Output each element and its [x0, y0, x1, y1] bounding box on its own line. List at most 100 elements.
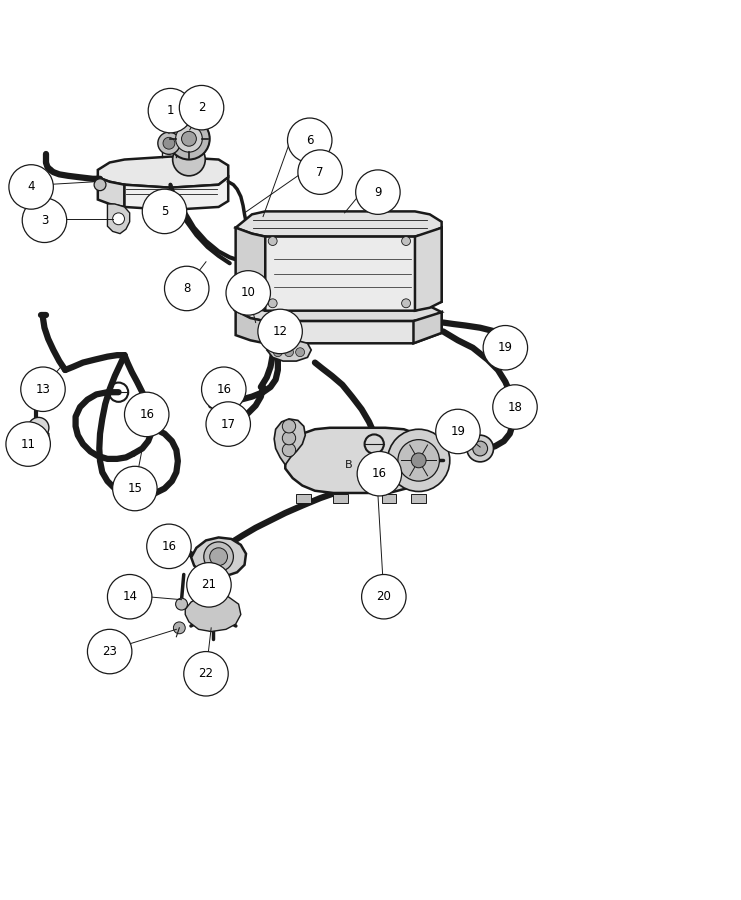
Polygon shape: [107, 204, 130, 234]
Circle shape: [483, 326, 528, 370]
Circle shape: [402, 237, 411, 246]
Polygon shape: [274, 418, 305, 464]
Text: 4: 4: [27, 180, 35, 194]
Circle shape: [6, 422, 50, 466]
Circle shape: [357, 452, 402, 496]
Circle shape: [9, 165, 53, 209]
Circle shape: [436, 410, 480, 454]
Circle shape: [124, 392, 169, 436]
Circle shape: [21, 367, 65, 411]
Circle shape: [147, 524, 191, 569]
Polygon shape: [236, 212, 442, 237]
Circle shape: [398, 439, 439, 482]
Circle shape: [282, 444, 296, 456]
Polygon shape: [185, 595, 241, 632]
Text: 8: 8: [183, 282, 190, 295]
Circle shape: [298, 150, 342, 194]
Circle shape: [268, 237, 277, 246]
Text: 16: 16: [162, 540, 176, 553]
Text: 13: 13: [36, 382, 50, 396]
Polygon shape: [191, 537, 246, 576]
Text: 14: 14: [122, 590, 137, 603]
Polygon shape: [28, 428, 49, 452]
Circle shape: [473, 441, 488, 456]
Circle shape: [282, 431, 296, 445]
Text: 3: 3: [41, 214, 48, 227]
Circle shape: [179, 86, 224, 130]
Circle shape: [493, 385, 537, 429]
Circle shape: [176, 598, 187, 610]
Circle shape: [388, 429, 450, 491]
Polygon shape: [333, 494, 348, 503]
Polygon shape: [267, 340, 311, 361]
Polygon shape: [98, 157, 228, 188]
Circle shape: [402, 299, 411, 308]
Text: 20: 20: [376, 590, 391, 603]
Polygon shape: [98, 177, 124, 207]
Circle shape: [411, 453, 426, 468]
Circle shape: [296, 347, 305, 356]
Text: B: B: [345, 460, 352, 470]
Text: 7: 7: [316, 166, 324, 178]
Circle shape: [226, 271, 270, 315]
Polygon shape: [285, 428, 428, 493]
Polygon shape: [236, 302, 442, 321]
Circle shape: [182, 131, 196, 146]
Circle shape: [288, 118, 332, 163]
Circle shape: [107, 574, 152, 619]
Circle shape: [158, 132, 180, 154]
Text: 5: 5: [161, 205, 168, 218]
Circle shape: [268, 299, 277, 308]
Circle shape: [142, 189, 187, 234]
Text: 15: 15: [127, 482, 142, 495]
Circle shape: [362, 574, 406, 619]
Polygon shape: [382, 494, 396, 503]
Circle shape: [22, 198, 67, 242]
Polygon shape: [124, 177, 228, 210]
Text: 9: 9: [374, 185, 382, 199]
Text: 22: 22: [199, 667, 213, 680]
Text: 17: 17: [221, 418, 236, 430]
Circle shape: [258, 310, 302, 354]
Text: 18: 18: [508, 400, 522, 413]
Text: 12: 12: [273, 325, 288, 338]
Circle shape: [210, 548, 227, 565]
Circle shape: [94, 179, 106, 191]
Polygon shape: [265, 228, 442, 310]
Circle shape: [28, 418, 49, 438]
Text: 1: 1: [167, 104, 174, 117]
Polygon shape: [296, 494, 311, 503]
Text: 16: 16: [372, 467, 387, 481]
Polygon shape: [236, 228, 265, 310]
Circle shape: [356, 170, 400, 214]
Circle shape: [168, 118, 210, 159]
Text: 21: 21: [202, 579, 216, 591]
Polygon shape: [236, 310, 265, 343]
Circle shape: [173, 143, 205, 176]
Circle shape: [204, 542, 233, 572]
Polygon shape: [415, 228, 442, 310]
Circle shape: [467, 436, 494, 462]
Circle shape: [285, 347, 293, 356]
Polygon shape: [265, 312, 442, 343]
Circle shape: [202, 367, 246, 411]
Circle shape: [148, 88, 193, 133]
Text: 16: 16: [139, 408, 154, 421]
Text: 10: 10: [241, 286, 256, 300]
Text: 2: 2: [198, 101, 205, 114]
Text: 11: 11: [21, 437, 36, 451]
Text: 19: 19: [451, 425, 465, 438]
Circle shape: [173, 622, 185, 634]
Circle shape: [187, 562, 231, 608]
Circle shape: [184, 652, 228, 696]
Text: 16: 16: [216, 382, 231, 396]
Text: 23: 23: [102, 645, 117, 658]
Circle shape: [87, 629, 132, 674]
Circle shape: [176, 125, 202, 152]
Polygon shape: [411, 494, 426, 503]
Text: 19: 19: [498, 341, 513, 355]
Text: 6: 6: [306, 134, 313, 147]
Circle shape: [273, 347, 282, 356]
Circle shape: [165, 266, 209, 310]
Circle shape: [113, 466, 157, 511]
